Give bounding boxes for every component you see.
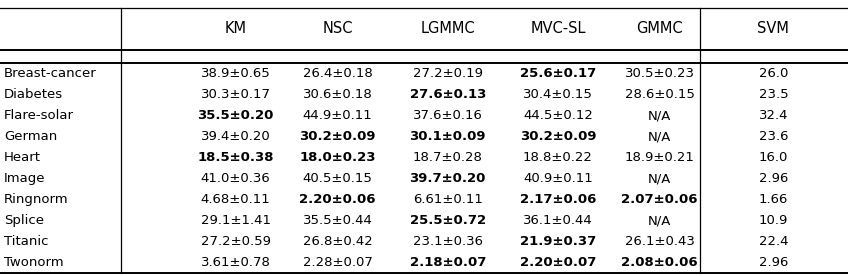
Text: 25.5±0.72: 25.5±0.72	[410, 214, 486, 227]
Text: 18.9±0.21: 18.9±0.21	[625, 151, 695, 164]
Text: MVC-SL: MVC-SL	[530, 22, 586, 36]
Text: 35.5±0.44: 35.5±0.44	[303, 214, 372, 227]
Text: Image: Image	[4, 172, 46, 185]
Text: 2.20±0.06: 2.20±0.06	[299, 193, 376, 206]
Text: 32.4: 32.4	[759, 109, 788, 123]
Text: Diabetes: Diabetes	[4, 88, 64, 102]
Text: 44.5±0.12: 44.5±0.12	[523, 109, 593, 123]
Text: Splice: Splice	[4, 214, 44, 227]
Text: 2.28±0.07: 2.28±0.07	[303, 256, 372, 269]
Text: N/A: N/A	[648, 130, 672, 144]
Text: 37.6±0.16: 37.6±0.16	[413, 109, 483, 123]
Text: 4.68±0.11: 4.68±0.11	[201, 193, 271, 206]
Text: Titanic: Titanic	[4, 235, 48, 248]
Text: 21.9±0.37: 21.9±0.37	[520, 235, 596, 248]
Text: 1.66: 1.66	[759, 193, 788, 206]
Text: 40.5±0.15: 40.5±0.15	[303, 172, 372, 185]
Text: 39.4±0.20: 39.4±0.20	[201, 130, 271, 144]
Text: 30.3±0.17: 30.3±0.17	[201, 88, 271, 102]
Text: 23.5: 23.5	[759, 88, 788, 102]
Text: 27.6±0.13: 27.6±0.13	[410, 88, 486, 102]
Text: NSC: NSC	[322, 22, 353, 36]
Text: 30.6±0.18: 30.6±0.18	[303, 88, 372, 102]
Text: 39.7±0.20: 39.7±0.20	[410, 172, 486, 185]
Text: LGMMC: LGMMC	[421, 22, 475, 36]
Text: 10.9: 10.9	[759, 214, 788, 227]
Text: 2.18±0.07: 2.18±0.07	[410, 256, 486, 269]
Text: 2.96: 2.96	[759, 256, 788, 269]
Text: 38.9±0.65: 38.9±0.65	[201, 67, 271, 81]
Text: 30.5±0.23: 30.5±0.23	[625, 67, 695, 81]
Text: 27.2±0.59: 27.2±0.59	[201, 235, 271, 248]
Text: 36.1±0.44: 36.1±0.44	[523, 214, 593, 227]
Text: 30.2±0.09: 30.2±0.09	[520, 130, 596, 144]
Text: 2.20±0.07: 2.20±0.07	[520, 256, 596, 269]
Text: 26.4±0.18: 26.4±0.18	[303, 67, 372, 81]
Text: 16.0: 16.0	[759, 151, 788, 164]
Text: 29.1±1.41: 29.1±1.41	[201, 214, 271, 227]
Text: 22.4: 22.4	[759, 235, 788, 248]
Text: Heart: Heart	[4, 151, 42, 164]
Text: 40.9±0.11: 40.9±0.11	[523, 172, 593, 185]
Text: 30.1±0.09: 30.1±0.09	[410, 130, 486, 144]
Text: N/A: N/A	[648, 172, 672, 185]
Text: GMMC: GMMC	[637, 22, 683, 36]
Text: Breast-cancer: Breast-cancer	[4, 67, 97, 81]
Text: 26.8±0.42: 26.8±0.42	[303, 235, 372, 248]
Text: 18.5±0.38: 18.5±0.38	[198, 151, 274, 164]
Text: 2.96: 2.96	[759, 172, 788, 185]
Text: 23.6: 23.6	[759, 130, 788, 144]
Text: 44.9±0.11: 44.9±0.11	[303, 109, 372, 123]
Text: German: German	[4, 130, 58, 144]
Text: 28.6±0.15: 28.6±0.15	[625, 88, 695, 102]
Text: 2.07±0.06: 2.07±0.06	[622, 193, 698, 206]
Text: N/A: N/A	[648, 109, 672, 123]
Text: 3.61±0.78: 3.61±0.78	[201, 256, 271, 269]
Text: 25.6±0.17: 25.6±0.17	[520, 67, 596, 81]
Text: Twonorm: Twonorm	[4, 256, 64, 269]
Text: N/A: N/A	[648, 214, 672, 227]
Text: 35.5±0.20: 35.5±0.20	[198, 109, 274, 123]
Text: 18.8±0.22: 18.8±0.22	[523, 151, 593, 164]
Text: 41.0±0.36: 41.0±0.36	[201, 172, 271, 185]
Text: 18.7±0.28: 18.7±0.28	[413, 151, 483, 164]
Text: 2.17±0.06: 2.17±0.06	[520, 193, 596, 206]
Text: 2.08±0.06: 2.08±0.06	[622, 256, 698, 269]
Text: 26.0: 26.0	[759, 67, 788, 81]
Text: Flare-solar: Flare-solar	[4, 109, 75, 123]
Text: Ringnorm: Ringnorm	[4, 193, 69, 206]
Text: KM: KM	[225, 22, 247, 36]
Text: 18.0±0.23: 18.0±0.23	[299, 151, 376, 164]
Text: 30.2±0.09: 30.2±0.09	[299, 130, 376, 144]
Text: SVM: SVM	[757, 22, 789, 36]
Text: 26.1±0.43: 26.1±0.43	[625, 235, 695, 248]
Text: 6.61±0.11: 6.61±0.11	[413, 193, 483, 206]
Text: 30.4±0.15: 30.4±0.15	[523, 88, 593, 102]
Text: 27.2±0.19: 27.2±0.19	[413, 67, 483, 81]
Text: 23.1±0.36: 23.1±0.36	[413, 235, 483, 248]
